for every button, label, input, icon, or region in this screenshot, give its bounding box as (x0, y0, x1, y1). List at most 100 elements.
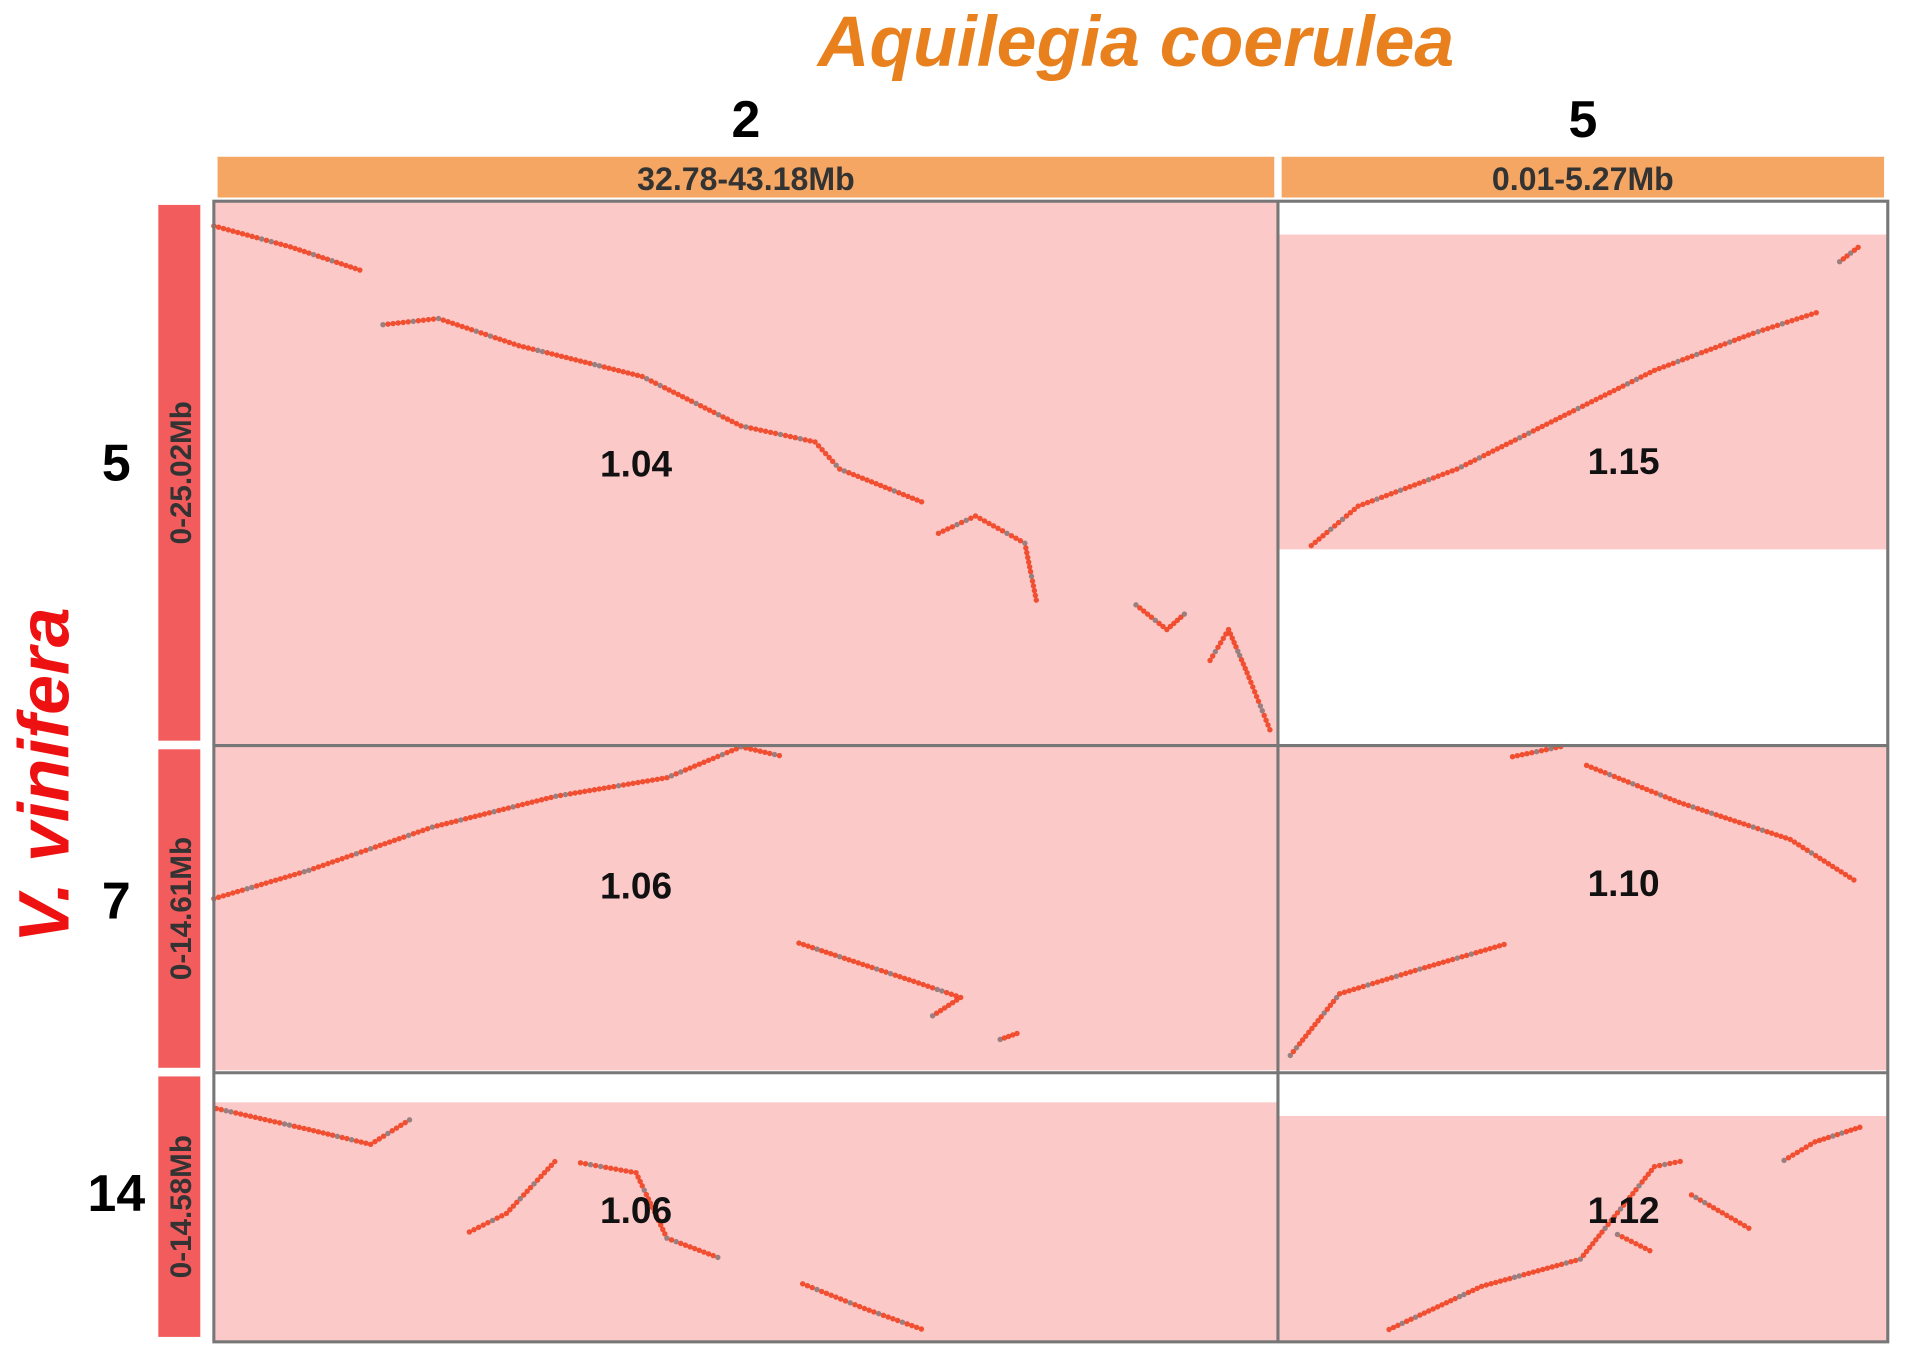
synteny-dot (415, 829, 421, 835)
synteny-dot (385, 321, 391, 327)
synteny-dot (1638, 374, 1644, 380)
synteny-dot (1430, 1306, 1436, 1312)
synteny-dot (1174, 617, 1181, 624)
synteny-dot (1328, 526, 1334, 532)
synteny-dot (1408, 1316, 1414, 1322)
synteny-dot (505, 805, 512, 811)
synteny-dot (254, 234, 260, 241)
ks-value: 1.04 (600, 442, 672, 484)
synteny-dot (1261, 712, 1267, 719)
synteny-dot (1259, 708, 1266, 714)
synteny-dot (1467, 459, 1474, 466)
synteny-dot (941, 1005, 948, 1011)
synteny-dot (338, 261, 345, 267)
synteny-dot (715, 753, 721, 760)
synteny-dot (372, 844, 379, 850)
synteny-dot (1347, 509, 1354, 516)
synteny-dot (1667, 795, 1673, 802)
synteny-dot (545, 1166, 551, 1172)
synteny-dot (1840, 256, 1847, 262)
synteny-dot (1181, 611, 1188, 617)
synteny-dot (1794, 1149, 1801, 1156)
synteny-dot (661, 385, 668, 391)
synteny-dot (855, 473, 861, 480)
synteny-dot (1001, 1035, 1008, 1041)
synteny-dot (1253, 693, 1260, 700)
synteny-dot (1803, 1144, 1809, 1150)
synteny-dot (1568, 1259, 1574, 1265)
synteny-dot (310, 1127, 317, 1134)
synteny-dot (548, 1162, 555, 1169)
synteny-dot (339, 1134, 345, 1141)
synteny-dot (1458, 464, 1465, 470)
synteny-dot (1615, 385, 1622, 392)
synteny-dot (1013, 535, 1019, 541)
synteny-dot (1774, 322, 1781, 329)
synteny-dot (462, 816, 469, 822)
synteny-dot (856, 1303, 863, 1310)
synteny-dot (1452, 1295, 1458, 1302)
synteny-dot (1312, 539, 1318, 546)
synteny-dot (1804, 847, 1810, 853)
synteny-dot (291, 871, 298, 878)
synteny-dot (249, 884, 255, 891)
synteny-dot (1502, 1277, 1508, 1283)
synteny-dot (804, 1283, 811, 1289)
synteny-dot (531, 1181, 537, 1187)
synteny-dot (1583, 1248, 1590, 1255)
synteny-dot (670, 389, 677, 395)
synteny-dot (1779, 321, 1786, 327)
synteny-dot (613, 1166, 619, 1172)
synteny-dot (1717, 342, 1724, 349)
synteny-dot (562, 791, 569, 798)
synteny-dot (1611, 1213, 1618, 1220)
synteny-dot (1144, 611, 1151, 617)
synteny-dot (1148, 614, 1155, 620)
synteny-dot (467, 814, 474, 821)
synteny-dot (1639, 1179, 1645, 1185)
synteny-dot (347, 264, 354, 270)
synteny-dot (1525, 1270, 1532, 1277)
synteny-dot (1290, 1048, 1297, 1055)
synteny-dot (1402, 485, 1408, 492)
synteny-dot (1588, 764, 1594, 770)
synteny-dot (573, 357, 579, 363)
synteny-dot (1538, 747, 1545, 754)
synteny-dot (1388, 491, 1394, 497)
synteny-dot (823, 949, 829, 955)
synteny-dot (933, 1010, 940, 1016)
synteny-dot (662, 1231, 668, 1237)
synteny-dot (1851, 247, 1858, 253)
synteny-dot (771, 751, 778, 758)
synteny-dot (1397, 487, 1404, 493)
synteny-dot (420, 827, 426, 834)
synteny-dot (1501, 941, 1507, 948)
synteny-dot (1813, 309, 1819, 316)
synteny-dot (1374, 496, 1380, 502)
synteny-dot (483, 331, 489, 338)
synteny-dot (883, 969, 889, 975)
synteny-dot (639, 373, 645, 380)
synteny-dot (1694, 351, 1700, 358)
synteny-dot (1355, 503, 1361, 509)
synteny-dot (1755, 825, 1761, 832)
synteny-dot (382, 840, 388, 847)
synteny-dot (1416, 480, 1423, 486)
synteny-dot (1642, 1245, 1648, 1252)
synteny-dot (901, 975, 908, 982)
synteny-dot (501, 338, 508, 344)
synteny-dot (1548, 419, 1554, 425)
synteny-dot (596, 363, 603, 369)
synteny-dot (582, 1161, 589, 1167)
synteny-dot (633, 1170, 639, 1176)
synteny-dot (263, 880, 269, 886)
synteny-dot (1842, 871, 1849, 878)
synteny-dot (1383, 492, 1390, 499)
synteny-dot (1825, 861, 1832, 867)
synteny-dot (1834, 1131, 1841, 1138)
synteny-dot (1434, 1304, 1441, 1310)
synteny-dot (1590, 1240, 1596, 1247)
synteny-dot (1511, 1274, 1518, 1280)
synteny-dot (1688, 1192, 1695, 1198)
synteny-dot (568, 355, 574, 362)
